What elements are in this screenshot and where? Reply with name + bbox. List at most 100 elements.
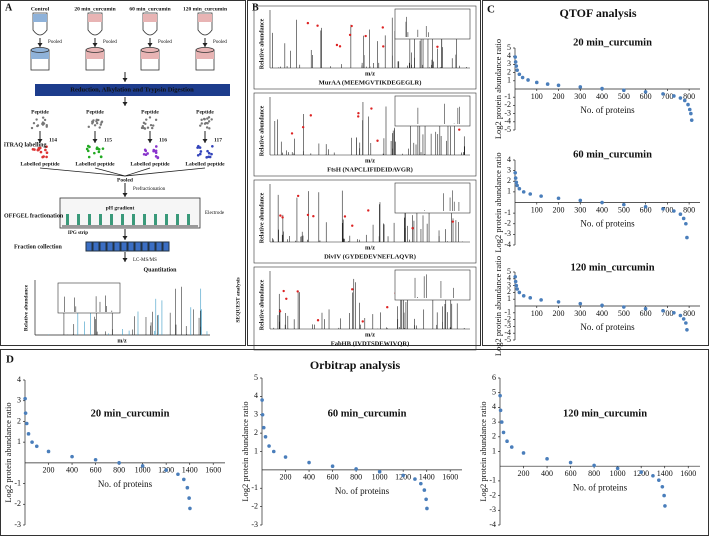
ion-marker (335, 43, 339, 47)
data-point (684, 321, 688, 325)
label: m/z (117, 338, 127, 344)
y-tick-label: 5 (492, 388, 496, 397)
peptide (95, 120, 98, 123)
arrow-head (122, 193, 128, 197)
label: Relative abundance (259, 279, 265, 330)
y-tick-label: 1 (17, 437, 21, 446)
label: OFFGEL fractionation (4, 213, 64, 219)
connector (94, 167, 126, 177)
y-tick-label: 3 (507, 165, 511, 174)
label: Pooled (48, 40, 62, 45)
x-tick-label: 800 (683, 309, 695, 318)
data-point (526, 78, 530, 82)
fraction (127, 241, 135, 252)
x-axis-label: No. of proteins (573, 482, 628, 492)
chart-title: 60 min_curcumin (328, 408, 407, 419)
data-point (521, 190, 526, 194)
peptide (91, 120, 94, 123)
label: Control (31, 6, 50, 12)
chart-title: 20 min_curcumin (573, 37, 652, 48)
x-tick-label: 1000 (135, 466, 151, 475)
ion-marker (343, 215, 347, 218)
offgel-well (187, 214, 190, 225)
connector (39, 167, 126, 177)
ion-marker (436, 45, 439, 48)
y-tick-label: -1 (14, 478, 21, 487)
labelled-peptide (31, 147, 35, 151)
data-point (660, 484, 665, 489)
x-tick-label: 1600 (442, 473, 458, 482)
data-point (377, 469, 382, 474)
data-point (505, 439, 509, 444)
data-point (643, 90, 648, 94)
y-tick-label: 1 (507, 76, 511, 85)
data-point (424, 497, 428, 502)
offgel-well (110, 214, 113, 225)
spectrum-frame (253, 266, 477, 351)
ion-marker (350, 24, 353, 28)
data-point (117, 461, 121, 465)
data-point (556, 83, 561, 88)
label: Relative abundance (259, 105, 265, 156)
peptide (207, 120, 211, 123)
data-point (600, 303, 604, 308)
peptide (154, 118, 158, 122)
data-point (30, 440, 34, 444)
data-point (687, 107, 692, 112)
y-tick-label: -1 (504, 308, 511, 317)
data-point (188, 506, 192, 511)
label: pH gradient (106, 205, 135, 211)
data-point (684, 221, 688, 226)
fraction (155, 241, 163, 252)
inset (394, 95, 471, 127)
fraction (92, 241, 100, 252)
fraction (134, 241, 142, 252)
connector (124, 167, 206, 177)
peptide (199, 124, 202, 127)
ion-marker (382, 45, 385, 48)
x-tick-label: 400 (541, 469, 553, 478)
arrow-head (147, 43, 153, 47)
data-point (23, 411, 28, 415)
label: Electrode (205, 211, 225, 216)
peptide (100, 120, 104, 123)
data-point (689, 118, 694, 122)
panel-b-frame (247, 0, 481, 346)
y-tick-label: 2 (507, 67, 511, 76)
y-tick-label: 4 (507, 274, 511, 283)
labelled-peptide (99, 155, 103, 159)
label: LC-MS/MS (133, 258, 157, 263)
cylinder-fill (31, 50, 49, 59)
ion-marker (357, 115, 360, 118)
data-point (539, 298, 543, 302)
ion-marker (458, 128, 461, 131)
peptide (32, 121, 36, 125)
data-point (419, 481, 423, 486)
spectrum-frame (253, 92, 477, 177)
label: Relative abundance (259, 18, 265, 69)
x-tick-label: 600 (640, 205, 652, 214)
digestion-bar (35, 84, 230, 96)
data-point (657, 478, 661, 482)
labelled-peptide (44, 148, 47, 152)
data-point (513, 55, 518, 59)
data-point (261, 425, 266, 430)
data-point (93, 457, 98, 462)
data-point (615, 466, 620, 471)
x-tick-label: 200 (553, 309, 565, 318)
data-point (140, 464, 145, 468)
x-tick-label: 700 (661, 92, 673, 101)
labelled-peptide (206, 149, 209, 153)
data-point (513, 176, 518, 180)
labelled-peptide (45, 145, 48, 148)
peptide (144, 122, 147, 125)
data-point (651, 473, 655, 478)
x-tick-label: 200 (518, 469, 530, 478)
label: IPG strip (68, 231, 88, 236)
y-axis-label: Log2 protein abundance ratio (493, 256, 503, 356)
data-point (513, 274, 518, 279)
ion-marker (290, 132, 294, 135)
data-point (661, 308, 665, 313)
label: 114 (49, 137, 57, 143)
